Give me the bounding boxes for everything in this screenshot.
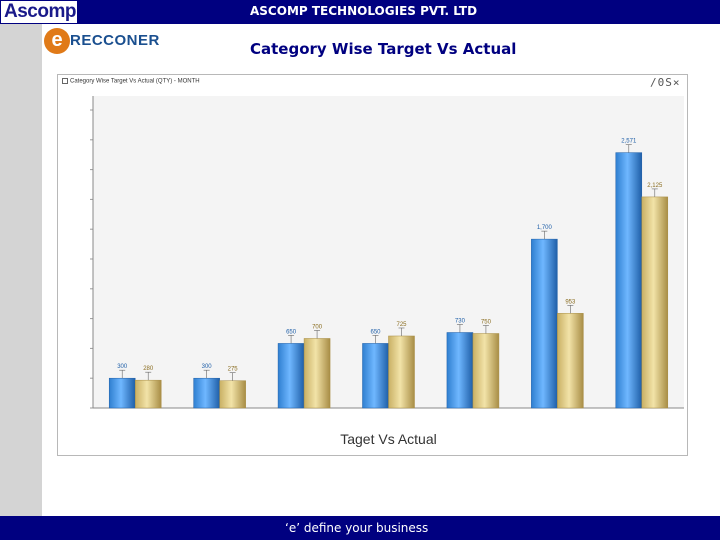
data-label: 2,125 bbox=[647, 183, 663, 189]
data-label: 700 bbox=[312, 324, 323, 330]
data-label: 300 bbox=[117, 364, 128, 370]
bar bbox=[134, 379, 162, 409]
bar bbox=[277, 343, 305, 409]
data-label: 280 bbox=[143, 366, 154, 372]
footer-tagline: ‘e’ define your business bbox=[285, 521, 429, 535]
data-label: 1,700 bbox=[537, 225, 553, 231]
chart-tools-icon[interactable]: /0S× bbox=[650, 76, 681, 89]
bar-chart: 300 280 300 275 650 700 650 725 730 750 1,700 953 2,… bbox=[90, 96, 684, 447]
bar bbox=[362, 343, 389, 409]
checkbox-icon[interactable] bbox=[62, 78, 68, 84]
page-title: Category Wise Target Vs Actual bbox=[250, 40, 517, 58]
bar bbox=[303, 338, 331, 409]
brand-logo: e RECCONER bbox=[44, 28, 164, 54]
data-label: 650 bbox=[370, 329, 381, 335]
company-logo: Ascomp bbox=[0, 0, 78, 24]
data-label: 650 bbox=[286, 329, 297, 335]
x-axis-label: Taget Vs Actual bbox=[340, 431, 437, 447]
chart-caption: Category Wise Target Vs Actual (QTY) - M… bbox=[62, 78, 200, 85]
bar bbox=[108, 377, 136, 409]
bar bbox=[531, 238, 558, 409]
company-logo-text: Ascomp bbox=[4, 1, 76, 22]
footer-bar bbox=[0, 516, 720, 540]
data-label: 725 bbox=[396, 322, 407, 328]
data-label: 300 bbox=[202, 364, 213, 370]
company-title: ASCOMP TECHNOLOGIES PVT. LTD bbox=[250, 4, 478, 18]
brand-logo-text: RECCONER bbox=[70, 32, 160, 49]
bar bbox=[446, 332, 474, 409]
data-label: 275 bbox=[228, 367, 239, 373]
data-label: 750 bbox=[481, 320, 492, 326]
data-label: 730 bbox=[455, 319, 466, 325]
bar bbox=[615, 152, 643, 409]
data-label: 2,571 bbox=[621, 139, 637, 145]
data-label: 953 bbox=[565, 299, 576, 305]
bar bbox=[641, 196, 669, 409]
brand-logo-mark: e bbox=[44, 28, 70, 54]
left-sidebar bbox=[0, 24, 42, 516]
bar bbox=[557, 313, 584, 409]
chart-caption-text: Category Wise Target Vs Actual (QTY) - M… bbox=[70, 78, 200, 85]
bar bbox=[472, 333, 500, 409]
bar bbox=[193, 377, 220, 409]
bar bbox=[219, 380, 246, 409]
bar bbox=[388, 335, 415, 409]
header-bar bbox=[0, 0, 720, 24]
